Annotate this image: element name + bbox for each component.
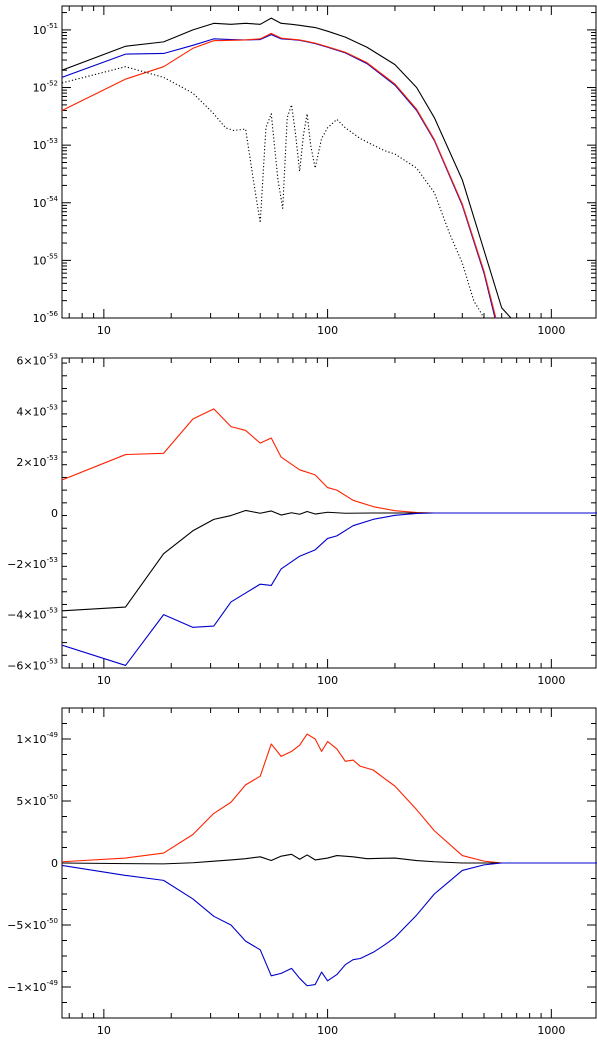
y-tick-label: 10-53 <box>33 137 58 152</box>
y-tick-label: −5×10-50 <box>7 917 58 932</box>
series-line-3 <box>62 512 597 667</box>
x-tick-label: 1000 <box>537 324 565 337</box>
y-tick-label: 5×10-50 <box>16 793 58 808</box>
x-axis: 10 100 1000 <box>68 6 565 337</box>
series-line-4 <box>62 66 485 318</box>
series-line-3 <box>62 862 597 987</box>
x-tick-label: 100 <box>317 324 338 337</box>
chart-panel-bottom: 10 100 1000 1×10-49 5×10-50 0 −5×10-50 −1×10-49 <box>7 707 597 1037</box>
y-tick-label: 0 <box>51 857 58 870</box>
y-tick-label: −1×10-49 <box>7 979 58 994</box>
y-tick-label: 10-51 <box>33 22 58 37</box>
y-tick-label: −4×10-53 <box>7 607 58 622</box>
y-tick-label: −2×10-53 <box>7 556 58 571</box>
x-tick-label: 10 <box>97 1024 111 1037</box>
y-tick-label: 1×10-49 <box>16 731 58 746</box>
x-tick-label: 10 <box>97 674 111 687</box>
y-tick-label: −6×10-53 <box>7 657 58 672</box>
x-tick-label: 1000 <box>537 674 565 687</box>
y-tick-label: 10-55 <box>33 252 58 267</box>
x-tick-label: 100 <box>317 1024 338 1037</box>
x-tick-label: 1000 <box>537 1024 565 1037</box>
y-tick-label: 10-54 <box>33 195 59 210</box>
y-tick-label: 10-56 <box>33 310 59 325</box>
chart-panel-top: 10 100 1000 10-51 10-52 10-53 10-54 10-55 10-56 <box>33 5 597 337</box>
y-axis: 6×10-53 4×10-53 2×10-53 0 −2×10-53 −4×10-53 −6… <box>7 353 596 672</box>
y-tick-label: 6×10-53 <box>16 353 58 368</box>
series-group <box>62 17 512 318</box>
x-axis: 10 100 1000 <box>68 358 565 687</box>
series-line-1 <box>62 733 597 864</box>
x-tick-label: 10 <box>97 324 111 337</box>
y-tick-label: 2×10-53 <box>16 454 58 469</box>
y-tick-label: 0 <box>51 507 58 520</box>
series-group <box>62 733 597 987</box>
series-line-3 <box>62 32 497 318</box>
series-line-1 <box>62 17 512 318</box>
y-tick-label: 4×10-53 <box>16 403 58 418</box>
x-tick-label: 100 <box>317 674 338 687</box>
chart-panel-middle: 10 100 1000 6×10-53 4×10-53 2×10-53 0 −2×10-53 −… <box>7 353 597 687</box>
y-axis: 10-51 10-52 10-53 10-54 10-55 10-56 <box>33 12 596 325</box>
series-line-1 <box>62 408 597 514</box>
y-axis: 1×10-49 5×10-50 0 −5×10-50 −1×10-49 <box>7 707 596 1019</box>
y-tick-label: 10-52 <box>33 80 58 95</box>
series-line-2 <box>62 509 597 612</box>
series-line-2 <box>62 853 597 865</box>
x-axis: 10 100 1000 <box>68 708 565 1037</box>
series-group <box>62 408 597 667</box>
